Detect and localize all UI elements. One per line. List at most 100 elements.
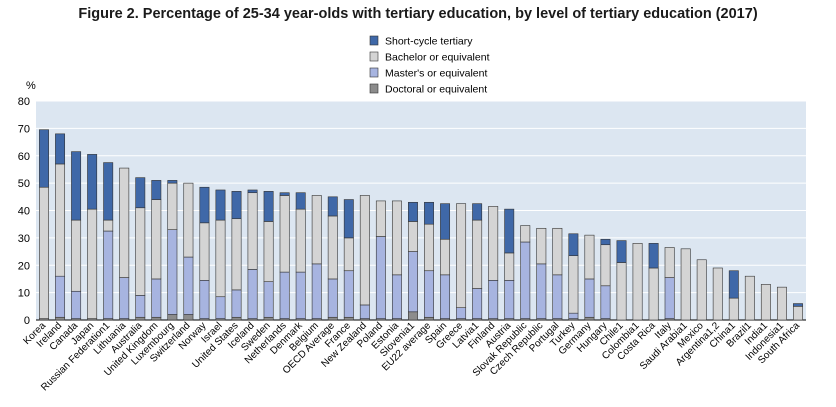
y-tick-label: 40 [18, 206, 30, 218]
bar-segment [664, 247, 675, 278]
bar-stack [712, 267, 723, 321]
y-tick-label: 10 [18, 288, 30, 300]
bar-stack [103, 162, 114, 321]
bar-segment [520, 241, 531, 319]
y-axis: 0 10 20 30 40 50 60 70 80% [18, 80, 806, 327]
bar-segment [568, 312, 579, 319]
bar-segment [327, 278, 338, 318]
bar-segment [263, 281, 274, 318]
bar-segment [263, 191, 274, 222]
bar-segment [568, 233, 579, 256]
bar-segment [375, 200, 386, 237]
bar-segment [279, 192, 290, 196]
bar-stack [728, 270, 739, 321]
bar-stack [488, 206, 499, 321]
bar-segment [279, 195, 290, 273]
bar-stack [648, 243, 659, 321]
bar-stack [793, 303, 803, 321]
y-tick-label: 60 [18, 151, 30, 163]
bar-segment [71, 151, 82, 221]
bar-segment [295, 208, 306, 273]
bar-segment [119, 277, 130, 319]
bar-stack [680, 248, 691, 321]
bar-segment [472, 288, 483, 319]
bar-stack [183, 182, 194, 321]
bar-segment [135, 207, 146, 296]
legend-item: Doctoral or equivalent [369, 84, 487, 96]
bar-stack [71, 151, 82, 321]
bar-segment [135, 295, 146, 318]
bar-segment [391, 274, 402, 319]
bar-segment [424, 223, 434, 272]
bar-segment [584, 278, 595, 318]
bar-stack [424, 201, 434, 321]
bar-stack [760, 284, 771, 321]
bar-stack [391, 200, 402, 321]
bar-segment [215, 189, 226, 221]
bar-segment [295, 271, 306, 319]
bar-segment [584, 234, 595, 280]
bar-segment [600, 285, 611, 319]
bar-stack [696, 259, 707, 321]
bar-segment [183, 256, 194, 315]
bar-segment [536, 227, 547, 265]
bar-segment [167, 182, 178, 230]
bar-stack [536, 227, 547, 321]
bar-segment [456, 203, 467, 308]
bar-segment [584, 316, 595, 321]
bar-stack [199, 186, 210, 321]
bar-segment [408, 221, 418, 252]
bar-segment [151, 199, 162, 280]
bar-segment [408, 201, 418, 222]
bar-stack [616, 240, 627, 321]
bar-stack [135, 177, 146, 321]
bar-segment [536, 263, 547, 319]
bar-segment [39, 186, 49, 319]
bar-segment [295, 192, 306, 210]
bar-segment [311, 195, 322, 265]
legend-item: Short-cycle tertiary [369, 36, 473, 48]
bar-segment [648, 267, 659, 321]
bar-stack [311, 195, 322, 321]
bar-segment [359, 304, 370, 319]
bar-segment [552, 274, 563, 319]
bar-segment [199, 222, 210, 281]
bar-stack [776, 286, 787, 321]
bar-stack [151, 180, 162, 321]
bar-stack [215, 189, 226, 321]
bar-segment [343, 270, 354, 318]
bar-stack [504, 208, 515, 321]
y-tick-label: 20 [18, 260, 30, 272]
bar-segment [215, 219, 226, 298]
bar-segment [600, 238, 611, 246]
bar-segment [616, 240, 627, 263]
bar-stack [552, 227, 563, 321]
bar-stack [343, 199, 354, 321]
bar-stack [295, 192, 306, 321]
bar-segment [199, 186, 210, 224]
bar-segment [231, 218, 242, 291]
bar-segment [55, 316, 66, 321]
bar-segment [408, 251, 418, 313]
bar-segment [744, 275, 755, 321]
bar-segment [728, 270, 739, 299]
bar-stack [568, 233, 579, 321]
bar-segment [103, 230, 114, 319]
bar-segment [472, 219, 483, 289]
bar-segment [472, 203, 483, 221]
bar-segment [279, 271, 290, 319]
bar-segment [488, 280, 499, 319]
bar-segment [456, 307, 467, 319]
bar-segment [632, 243, 643, 321]
bar-segment [327, 196, 338, 217]
bar-segment [648, 243, 659, 269]
y-tick-label: 50 [18, 178, 30, 190]
bar-segment [568, 255, 579, 314]
bar-stack [263, 191, 274, 321]
bar-segment [440, 274, 451, 319]
bar-segment [167, 180, 178, 184]
bar-segment [39, 129, 49, 188]
legend-label: Doctoral or equivalent [385, 84, 487, 96]
